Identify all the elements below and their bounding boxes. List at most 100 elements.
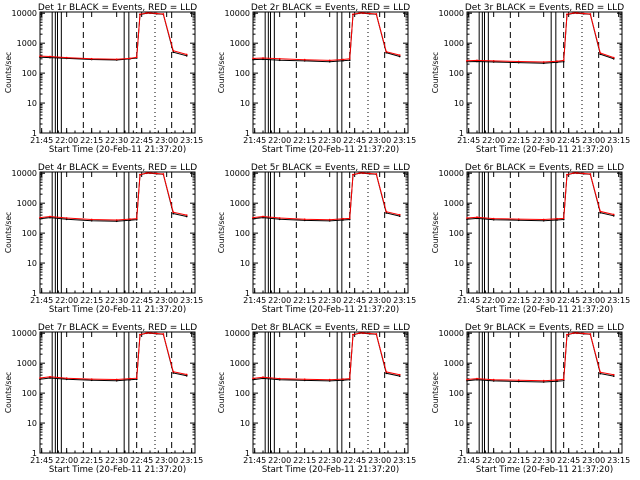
data-point-lld: [278, 377, 281, 380]
data-point-lld: [303, 378, 306, 381]
data-point-events: [385, 212, 388, 214]
data-point-events: [172, 372, 175, 374]
x-tick-label: 21:45: [243, 296, 266, 305]
data-point-lld: [149, 332, 151, 334]
data-point-lld: [542, 218, 545, 221]
data-point-lld: [262, 215, 264, 218]
data-point-lld: [90, 378, 93, 380]
data-point-lld: [155, 12, 158, 15]
data-point-lld: [566, 333, 568, 336]
data-point-lld: [342, 217, 344, 220]
data-point-lld: [278, 217, 281, 219]
panel-title: Det 2r BLACK = Events, RED = LLD: [251, 3, 410, 13]
x-tick-label: 23:00: [368, 136, 391, 145]
data-point-lld: [599, 210, 602, 213]
data-point-lld: [517, 218, 520, 221]
y-tick-label: 1: [32, 449, 37, 458]
data-point-lld: [556, 379, 558, 381]
x-axis-title: Start Time (20-Feb-11 21:37:20): [476, 305, 613, 315]
x-tick-label: 22:30: [318, 456, 341, 465]
y-tick-label: 1000: [17, 199, 37, 208]
data-point-lld: [139, 333, 141, 336]
y-tick-label: 1000: [444, 39, 464, 48]
data-point-lld: [576, 332, 578, 334]
y-tick-label: 1000: [230, 359, 250, 368]
x-tick-label: 22:15: [507, 296, 530, 305]
data-point-lld: [385, 210, 388, 213]
x-tick-label: 22:30: [532, 296, 555, 305]
y-tick-label: 10000: [225, 9, 250, 18]
x-tick-label: 21:45: [457, 136, 480, 145]
data-point-lld: [375, 333, 378, 335]
panel-title: Det 3r BLACK = Events, RED = LLD: [465, 3, 624, 13]
y-tick-label: 100: [449, 229, 464, 238]
data-point-lld: [368, 12, 371, 15]
y-tick-label: 10000: [439, 169, 464, 178]
data-point-events: [542, 381, 545, 383]
data-point-lld: [145, 332, 148, 334]
x-tick-label: 22:15: [507, 136, 530, 145]
data-point-lld: [572, 332, 575, 334]
data-point-lld: [358, 12, 361, 14]
plot-frame: [252, 171, 409, 294]
data-point-lld: [492, 60, 495, 62]
data-point-events: [599, 372, 602, 375]
data-point-events: [262, 58, 264, 61]
x-tick-label: 23:00: [155, 456, 178, 465]
data-point-events: [398, 375, 401, 377]
x-tick-label: 22:00: [482, 296, 505, 305]
data-point-lld: [348, 217, 351, 220]
data-point-lld: [398, 213, 401, 216]
data-point-lld: [115, 378, 118, 381]
panel-det-2: Det 2r BLACK = Events, RED = LLD 1 10 100 10…: [217, 3, 416, 155]
data-point-lld: [556, 60, 558, 63]
data-point-events: [612, 214, 615, 217]
series-line-lld: [252, 332, 400, 381]
y-axis-title: Counts/sec: [4, 212, 13, 253]
x-tick-label: 23:15: [393, 136, 416, 145]
series-line-lld: [39, 172, 187, 221]
data-point-lld: [358, 172, 361, 174]
data-point-lld: [303, 218, 306, 221]
data-point-lld: [517, 60, 520, 63]
data-point-lld: [90, 218, 93, 221]
series-line-lld: [252, 172, 400, 221]
data-point-lld: [589, 333, 592, 335]
plot-frame: [39, 11, 196, 134]
data-point-lld: [362, 172, 364, 174]
x-axis-title: Start Time (20-Feb-11 21:37:20): [476, 145, 613, 155]
data-point-lld: [129, 57, 131, 60]
data-point-lld: [576, 12, 578, 14]
panel-title: Det 8r BLACK = Events, RED = LLD: [251, 323, 410, 333]
y-tick-label: 100: [235, 69, 250, 78]
y-tick-label: 1: [459, 129, 464, 138]
x-tick-label: 22:30: [532, 456, 555, 465]
data-point-lld: [139, 13, 141, 16]
y-axis-title: Counts/sec: [217, 212, 226, 253]
data-point-lld: [155, 172, 158, 175]
x-tick-label: 22:30: [318, 296, 341, 305]
data-point-lld: [172, 49, 175, 52]
data-point-events: [562, 60, 565, 63]
x-axis-title: Start Time (20-Feb-11 21:37:20): [476, 465, 613, 475]
y-axis-title: Counts/sec: [4, 372, 13, 413]
data-point-lld: [348, 377, 351, 380]
y-tick-label: 1: [245, 449, 250, 458]
data-point-lld: [492, 217, 495, 220]
x-tick-label: 22:15: [80, 456, 103, 465]
y-tick-label: 1: [245, 129, 250, 138]
data-point-lld: [139, 173, 141, 176]
x-tick-label: 22:00: [55, 136, 78, 145]
x-tick-label: 22:45: [130, 296, 153, 305]
x-tick-label: 23:00: [368, 456, 391, 465]
y-tick-label: 10000: [439, 9, 464, 18]
data-point-lld: [252, 216, 254, 219]
x-tick-label: 23:00: [582, 296, 605, 305]
panel-title: Det 4r BLACK = Events, RED = LLD: [38, 163, 197, 173]
y-tick-label: 10: [454, 419, 464, 428]
data-point-events: [39, 378, 41, 381]
data-point-lld: [368, 332, 371, 335]
data-point-lld: [352, 13, 354, 16]
data-point-lld: [589, 173, 592, 175]
x-tick-label: 23:00: [368, 296, 391, 305]
